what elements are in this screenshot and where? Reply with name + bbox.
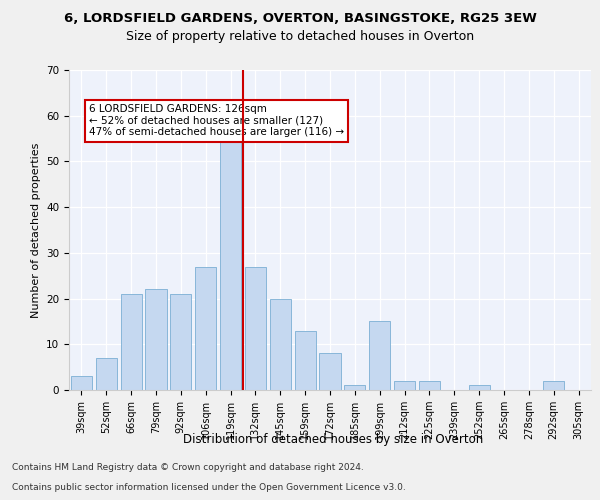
Bar (419, 381, 440, 390)
Text: Distribution of detached houses by size in Overton: Distribution of detached houses by size … (183, 432, 483, 446)
Bar (344, 386, 365, 390)
Bar (270, 298, 291, 390)
Text: 6, LORDSFIELD GARDENS, OVERTON, BASINGSTOKE, RG25 3EW: 6, LORDSFIELD GARDENS, OVERTON, BASINGST… (64, 12, 536, 26)
Text: Contains HM Land Registry data © Crown copyright and database right 2024.: Contains HM Land Registry data © Crown c… (12, 464, 364, 472)
Bar (543, 381, 564, 390)
Y-axis label: Number of detached properties: Number of detached properties (31, 142, 41, 318)
Bar (369, 322, 390, 390)
Bar (145, 290, 167, 390)
Text: 6 LORDSFIELD GARDENS: 126sqm
← 52% of detached houses are smaller (127)
47% of s: 6 LORDSFIELD GARDENS: 126sqm ← 52% of de… (89, 104, 344, 138)
Text: Size of property relative to detached houses in Overton: Size of property relative to detached ho… (126, 30, 474, 43)
Bar (121, 294, 142, 390)
Bar (195, 266, 216, 390)
Text: Contains public sector information licensed under the Open Government Licence v3: Contains public sector information licen… (12, 484, 406, 492)
Bar (71, 376, 92, 390)
Bar (96, 358, 117, 390)
Bar (394, 381, 415, 390)
Bar (295, 330, 316, 390)
Bar (319, 354, 341, 390)
Bar (245, 266, 266, 390)
Bar (220, 138, 241, 390)
Bar (469, 386, 490, 390)
Bar (170, 294, 191, 390)
